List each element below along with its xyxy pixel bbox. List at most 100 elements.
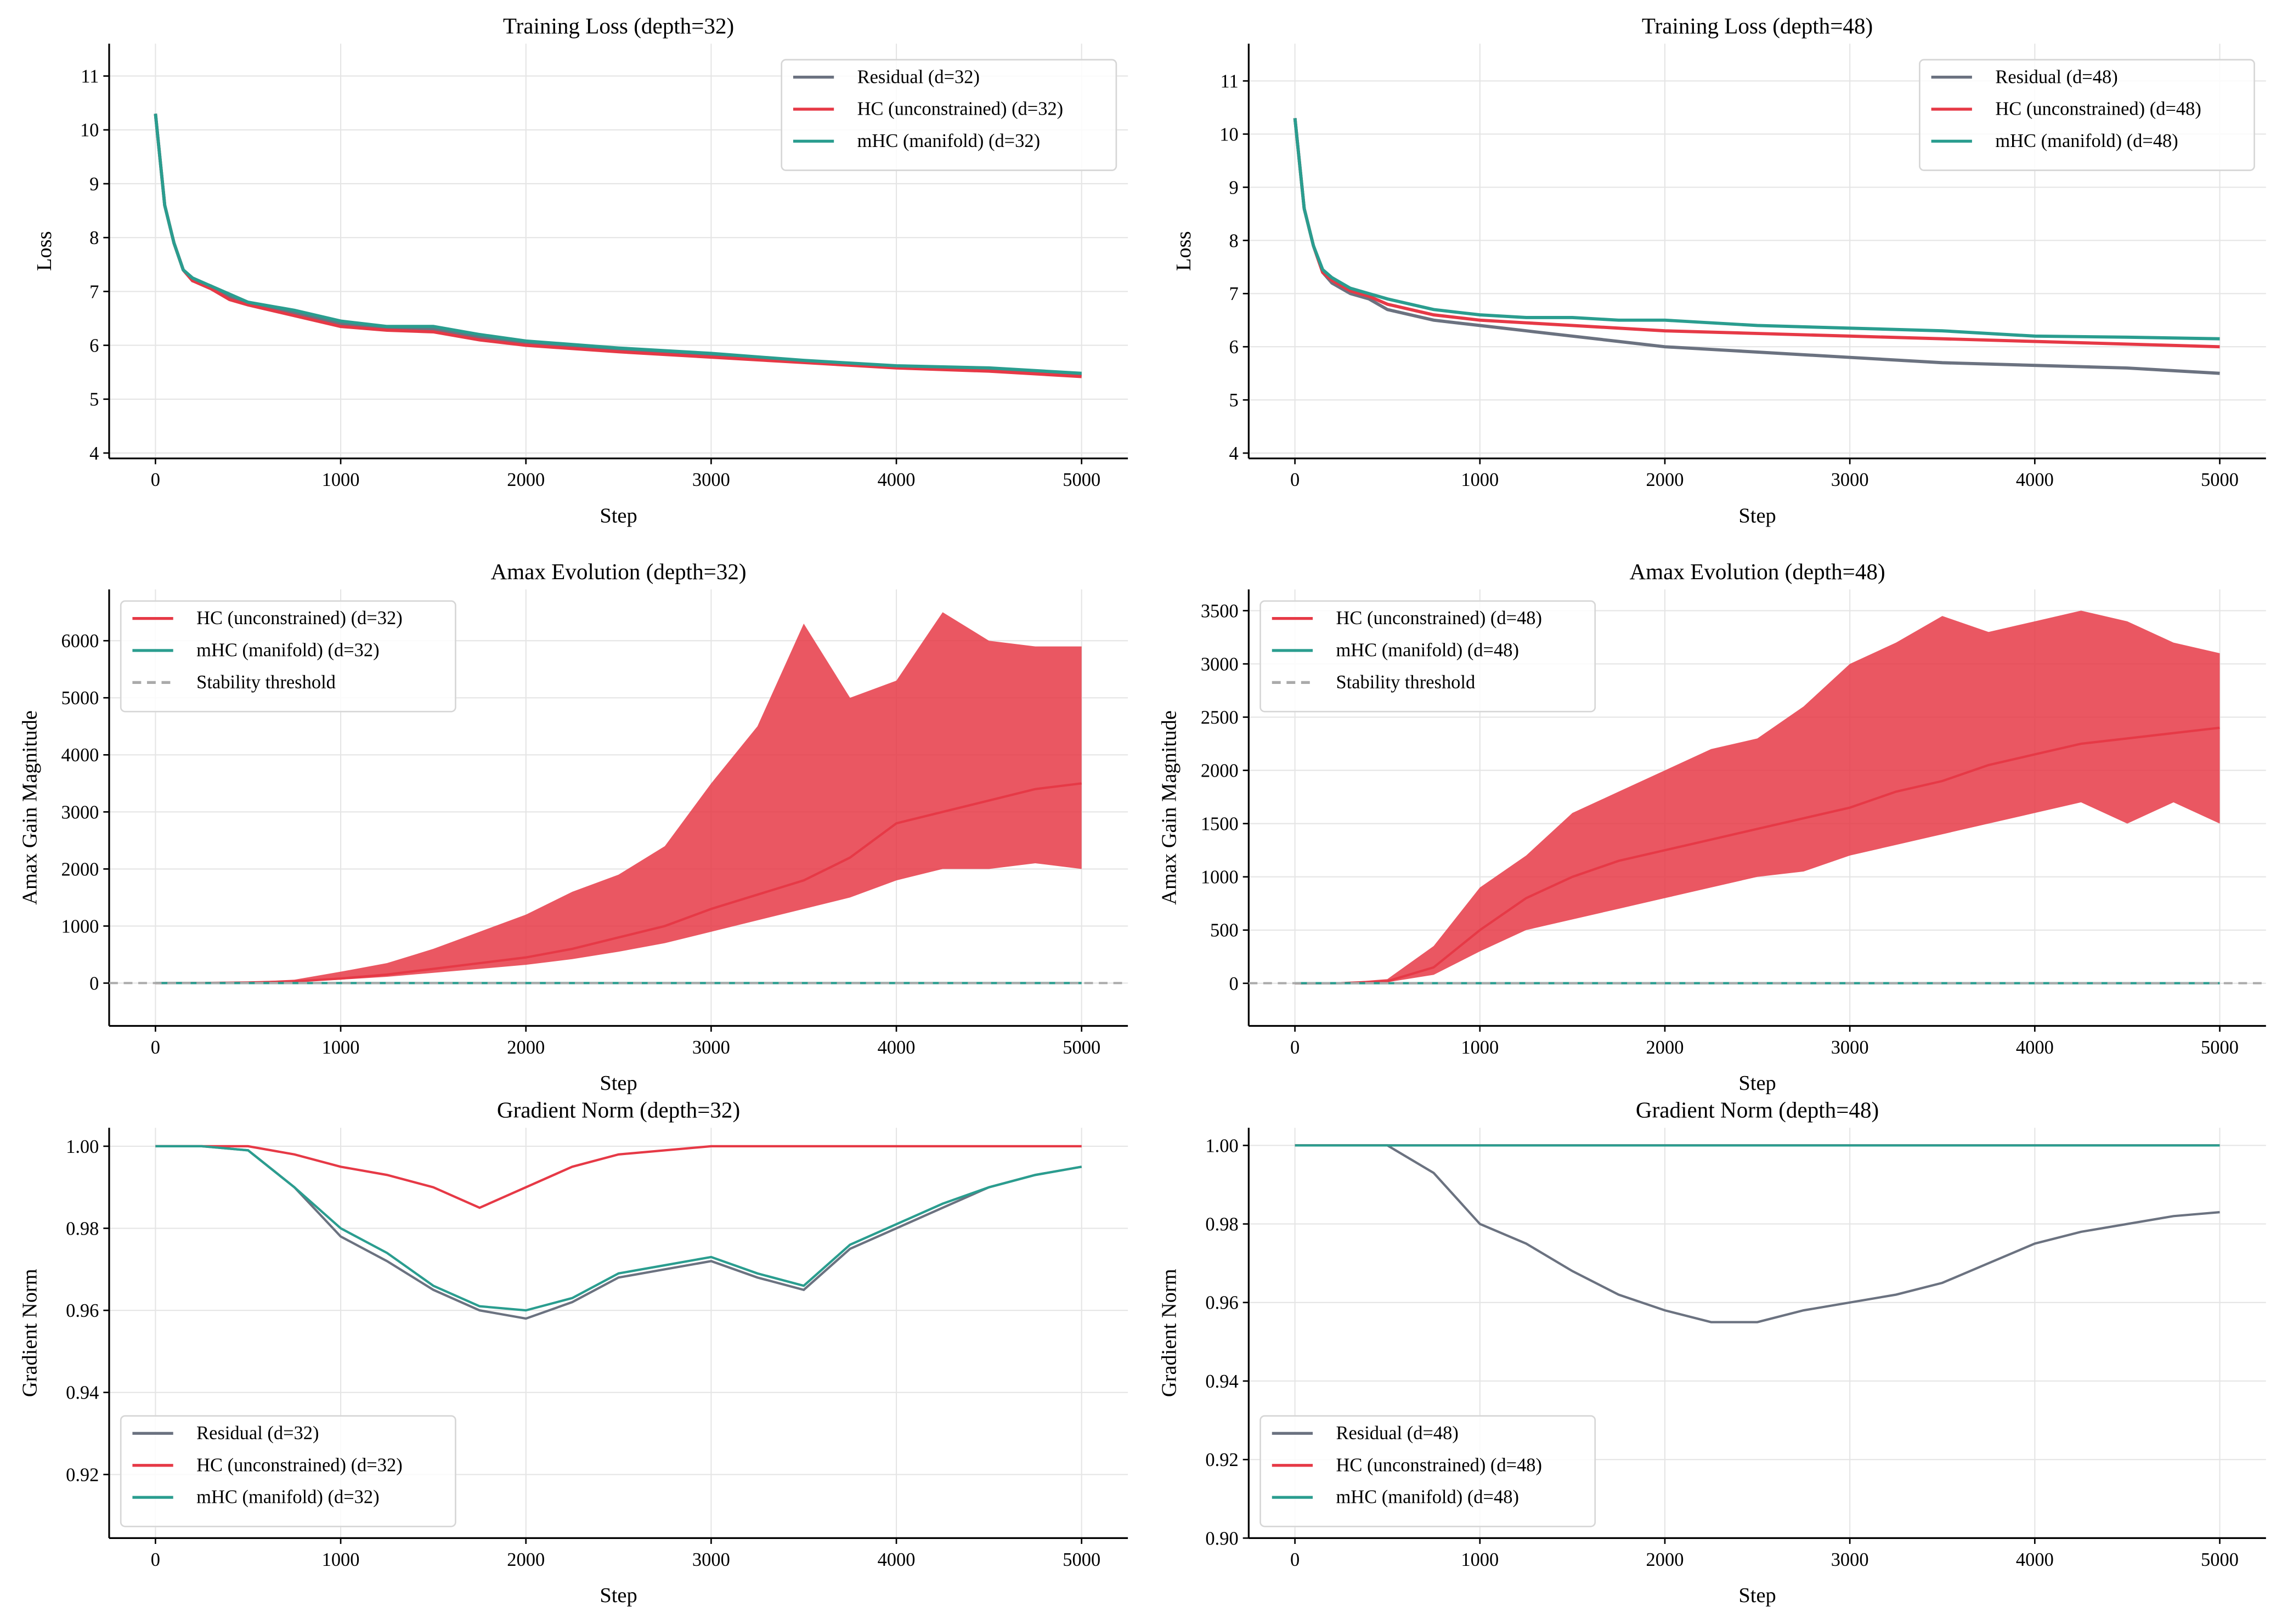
y-tick-label: 2000 — [1201, 761, 1239, 782]
series-line-hc — [1293, 118, 2220, 349]
legend-label: mHC (manifold) (d=32) — [857, 131, 1040, 151]
series-line-mhc — [155, 1145, 1082, 1312]
legend-frame — [781, 59, 1117, 171]
y-tick-label: 5000 — [61, 688, 99, 709]
y-tick-label: 9 — [1229, 177, 1239, 198]
x-tick-label: 5000 — [2201, 469, 2239, 490]
y-tick-label: 2000 — [61, 859, 99, 880]
series-band-hc — [1295, 610, 2220, 983]
legend-label: Stability threshold — [1336, 672, 1476, 693]
x-tick-label: 0 — [151, 469, 160, 490]
legend-label: mHC (manifold) (d=32) — [196, 640, 379, 661]
x-tick-label: 1000 — [322, 1549, 360, 1570]
legend-frame — [1919, 59, 2255, 171]
y-tick-label: 0.98 — [1205, 1214, 1238, 1235]
y-axis-label: Loss — [1172, 231, 1195, 271]
legend-frame — [1259, 1415, 1596, 1527]
chart-title: Amax Evolution (depth=48) — [1629, 559, 1885, 585]
legend-label: HC (unconstrained) (d=48) — [1336, 608, 1543, 629]
y-tick-label: 0.92 — [66, 1464, 99, 1485]
x-tick-label: 2000 — [1646, 1549, 1684, 1570]
chart-panel-2: 0 1000 2000 3000 4000 5000 0 1000 2000 3000 4000 50… — [18, 559, 1128, 1095]
x-tick-label: 2000 — [1646, 469, 1684, 490]
x-tick-label: 5000 — [1063, 1037, 1100, 1058]
chart-panel-5: 0 1000 2000 3000 4000 5000 0.90 0.92 0.94 0.96 0.9… — [1158, 1097, 2266, 1607]
y-tick-label: 11 — [81, 66, 99, 87]
y-axis-label: Gradient Norm — [18, 1269, 41, 1397]
y-tick-label: 4 — [89, 443, 99, 464]
x-tick-label: 3000 — [1831, 469, 1869, 490]
x-axis-label: Step — [1738, 505, 1776, 528]
series-line-hc — [1295, 726, 2220, 984]
x-tick-label: 5000 — [2201, 1037, 2239, 1058]
x-tick-label: 5000 — [1063, 469, 1100, 490]
series-line-residual — [155, 1145, 1082, 1320]
chart-title: Training Loss (depth=48) — [1642, 13, 1873, 39]
y-tick-label: 3000 — [1201, 654, 1239, 675]
x-tick-label: 5000 — [2201, 1549, 2239, 1570]
y-tick-label: 0.92 — [1205, 1450, 1238, 1470]
series-line-residual — [1295, 1144, 2220, 1323]
y-axis-label: Amax Gain Magnitude — [1158, 710, 1181, 905]
x-axis-label: Step — [600, 1072, 637, 1095]
y-tick-label: 0.98 — [66, 1218, 99, 1239]
legend-label: Residual (d=32) — [857, 66, 980, 87]
chart-title: Amax Evolution (depth=32) — [490, 559, 746, 585]
legend-label: mHC (manifold) (d=48) — [1336, 640, 1519, 661]
series-line-mhc — [1293, 118, 2220, 341]
y-tick-label: 7 — [89, 281, 99, 302]
chart-panel-4: 0 1000 2000 3000 4000 5000 0.92 0.94 0.96 0.98 1.0… — [18, 1097, 1128, 1607]
y-tick-label: 1.00 — [1205, 1135, 1238, 1156]
y-tick-label: 6 — [89, 336, 99, 357]
legend-label: Residual (d=48) — [1336, 1423, 1459, 1444]
plot-area — [1249, 610, 2266, 984]
x-tick-label: 1000 — [1461, 469, 1499, 490]
x-tick-label: 0 — [151, 1037, 160, 1058]
y-tick-label: 3000 — [61, 802, 99, 823]
x-tick-label: 0 — [151, 1549, 160, 1570]
series-line-mhc — [154, 114, 1082, 375]
y-tick-label: 500 — [1210, 920, 1239, 941]
x-tick-label: 1000 — [322, 1037, 360, 1058]
x-tick-label: 3000 — [692, 1037, 730, 1058]
y-tick-label: 1000 — [61, 916, 99, 937]
legend-label: HC (unconstrained) (d=48) — [1995, 99, 2201, 120]
chart-panel-1: 0 1000 2000 3000 4000 5000 4 5 6 7 8 9 10 11 Training … — [1172, 13, 2266, 528]
chart-title: Gradient Norm (depth=48) — [1636, 1097, 1879, 1123]
y-tick-label: 5 — [89, 389, 99, 410]
x-axis-label: Step — [1738, 1584, 1776, 1607]
legend: Residual (d=32) HC (unconstrained) (d=32)… — [781, 59, 1117, 171]
x-tick-label: 2000 — [1646, 1037, 1684, 1058]
y-tick-label: 7 — [1229, 284, 1239, 304]
x-axis-label: Step — [600, 1584, 637, 1607]
legend-frame — [120, 600, 456, 712]
x-tick-label: 5000 — [1063, 1549, 1100, 1570]
y-tick-label: 6000 — [61, 631, 99, 652]
chart-title: Training Loss (depth=32) — [503, 13, 734, 39]
legend-label: HC (unconstrained) (d=32) — [196, 1455, 403, 1475]
plot-area — [1295, 1144, 2220, 1323]
y-tick-label: 10 — [80, 120, 99, 141]
x-tick-label: 1000 — [1461, 1037, 1499, 1058]
x-tick-label: 4000 — [2016, 1037, 2054, 1058]
y-axis-label: Amax Gain Magnitude — [18, 710, 41, 905]
x-tick-label: 3000 — [1831, 1549, 1869, 1570]
y-tick-label: 0.90 — [1205, 1528, 1238, 1549]
legend: Residual (d=32) HC (unconstrained) (d=32)… — [120, 1415, 456, 1527]
legend-label: mHC (manifold) (d=48) — [1995, 131, 2178, 151]
x-tick-label: 1000 — [1461, 1549, 1499, 1570]
y-axis-label: Gradient Norm — [1158, 1269, 1181, 1397]
y-tick-label: 0.94 — [1205, 1371, 1238, 1392]
y-tick-label: 5 — [1229, 390, 1239, 411]
x-tick-label: 4000 — [2016, 1549, 2054, 1570]
legend-label: mHC (manifold) (d=32) — [196, 1487, 379, 1508]
chart-title: Gradient Norm (depth=32) — [497, 1097, 740, 1123]
x-tick-label: 4000 — [2016, 469, 2054, 490]
y-tick-label: 1500 — [1201, 814, 1239, 835]
y-tick-label: 0.96 — [1205, 1293, 1238, 1314]
y-tick-label: 3500 — [1201, 601, 1239, 621]
x-tick-label: 2000 — [507, 1037, 545, 1058]
y-tick-label: 1.00 — [66, 1136, 99, 1157]
plot-area — [109, 612, 1128, 984]
